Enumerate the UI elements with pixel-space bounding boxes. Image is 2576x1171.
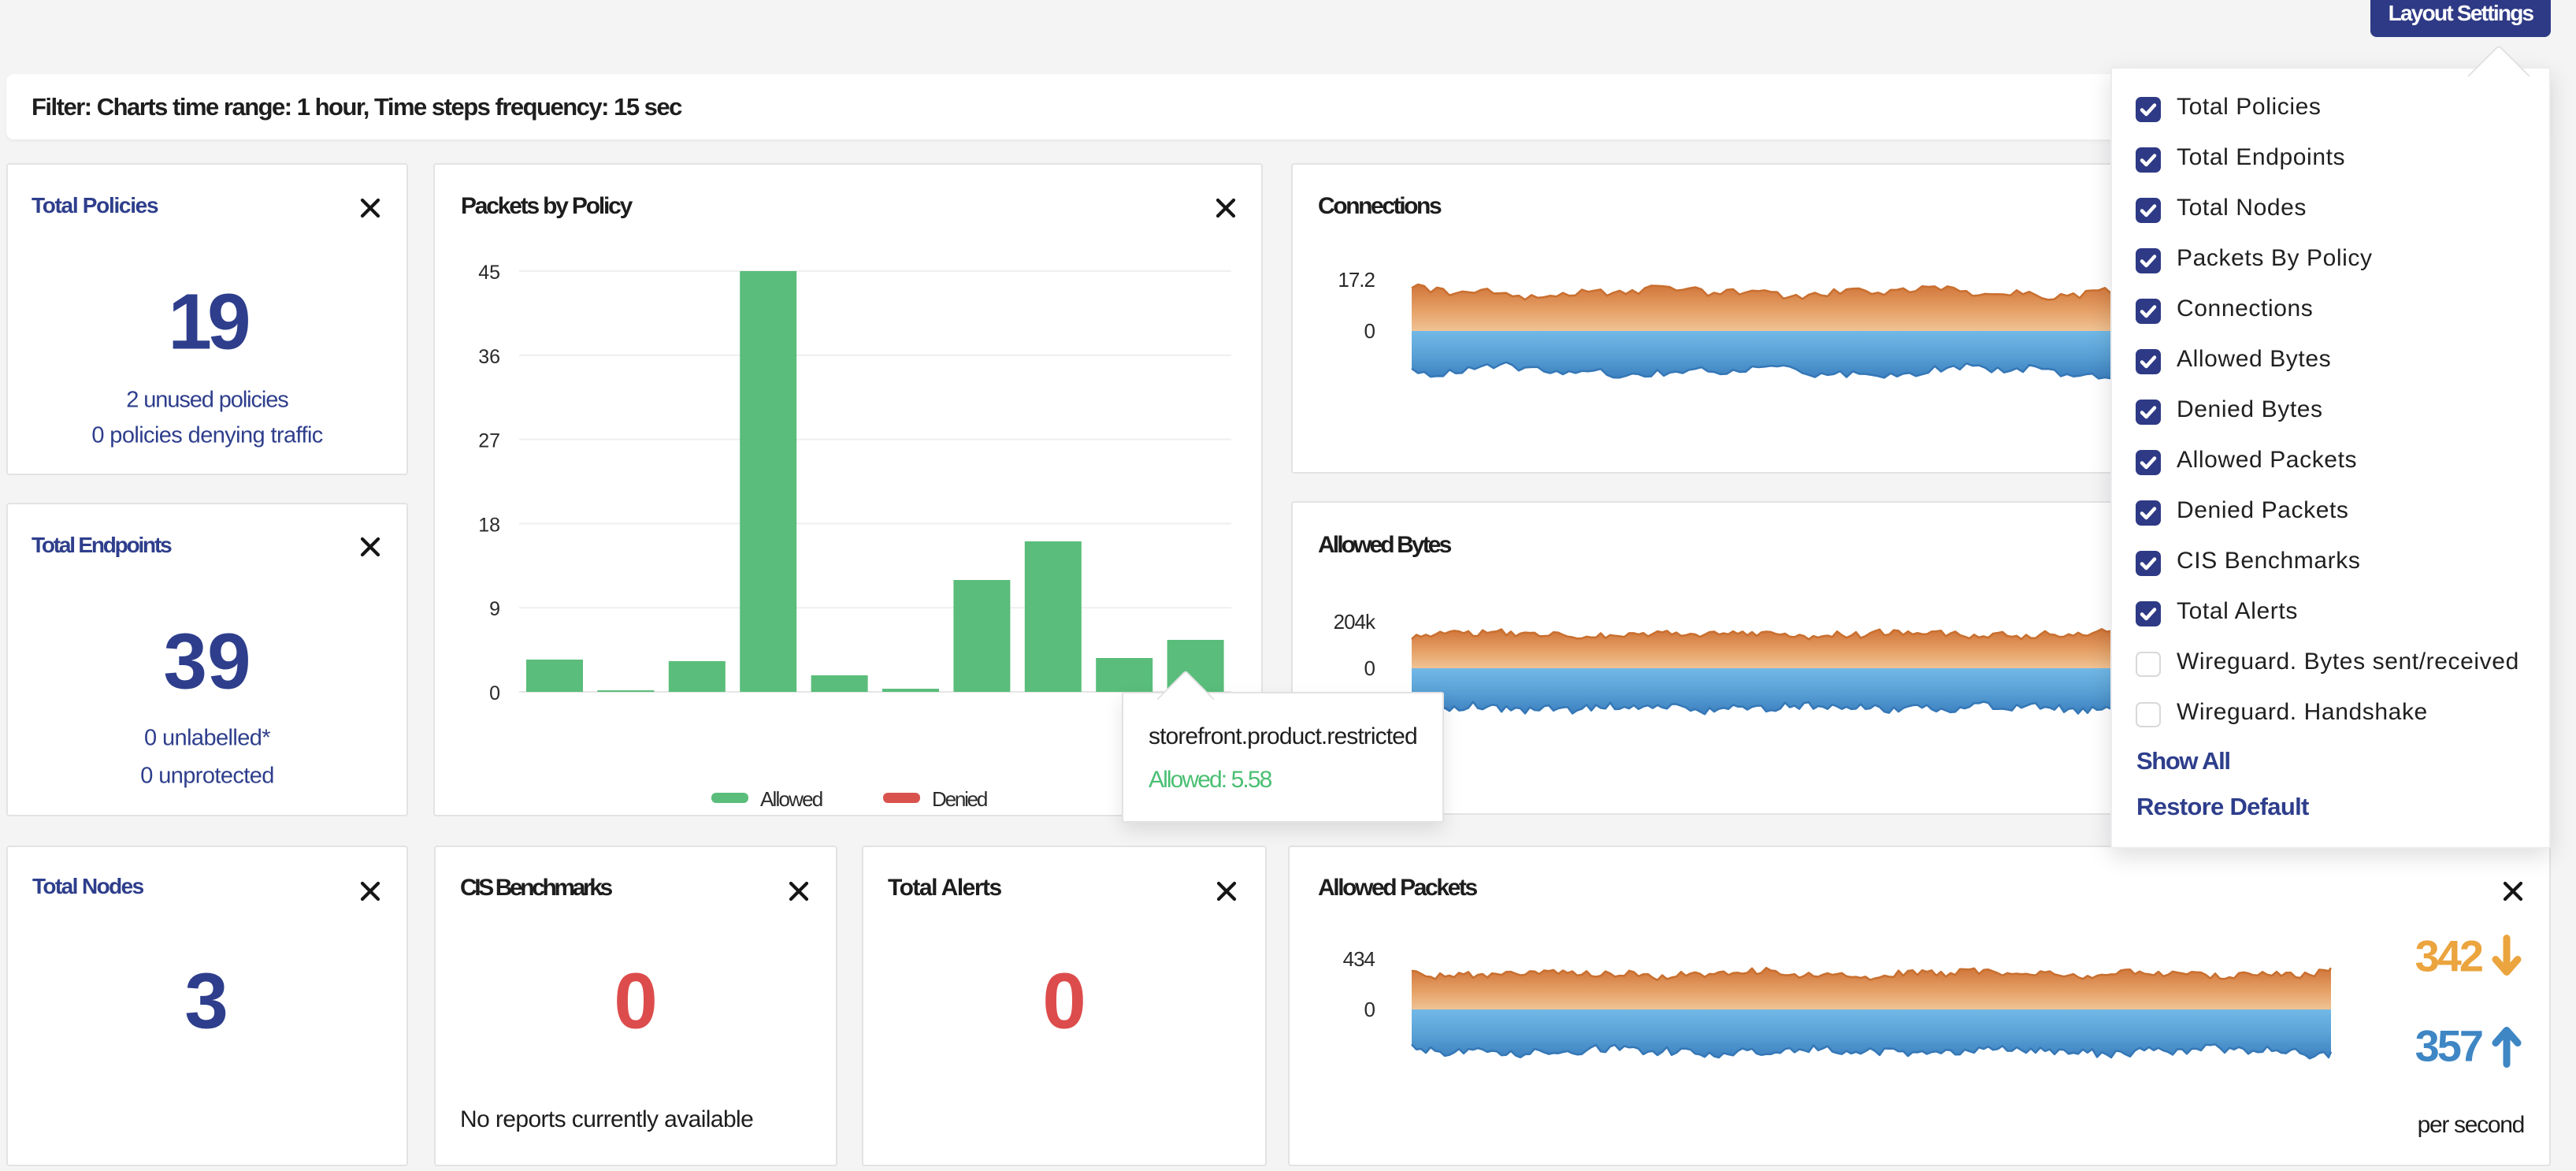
svg-text:204k: 204k bbox=[1334, 610, 1376, 634]
svg-text:Allowed: Allowed bbox=[760, 787, 822, 811]
svg-text:0: 0 bbox=[1364, 656, 1375, 680]
svg-text:0: 0 bbox=[1364, 998, 1375, 1021]
svg-text:36: 36 bbox=[478, 346, 500, 368]
svg-text:0: 0 bbox=[1364, 319, 1375, 343]
svg-text:434: 434 bbox=[1343, 947, 1375, 971]
svg-text:9: 9 bbox=[489, 598, 500, 620]
svg-text:27: 27 bbox=[478, 430, 500, 452]
svg-text:0: 0 bbox=[489, 682, 500, 704]
svg-text:17.2: 17.2 bbox=[1338, 268, 1375, 292]
svg-text:18: 18 bbox=[478, 514, 500, 536]
svg-text:Denied: Denied bbox=[932, 787, 987, 811]
svg-text:45: 45 bbox=[478, 262, 500, 284]
